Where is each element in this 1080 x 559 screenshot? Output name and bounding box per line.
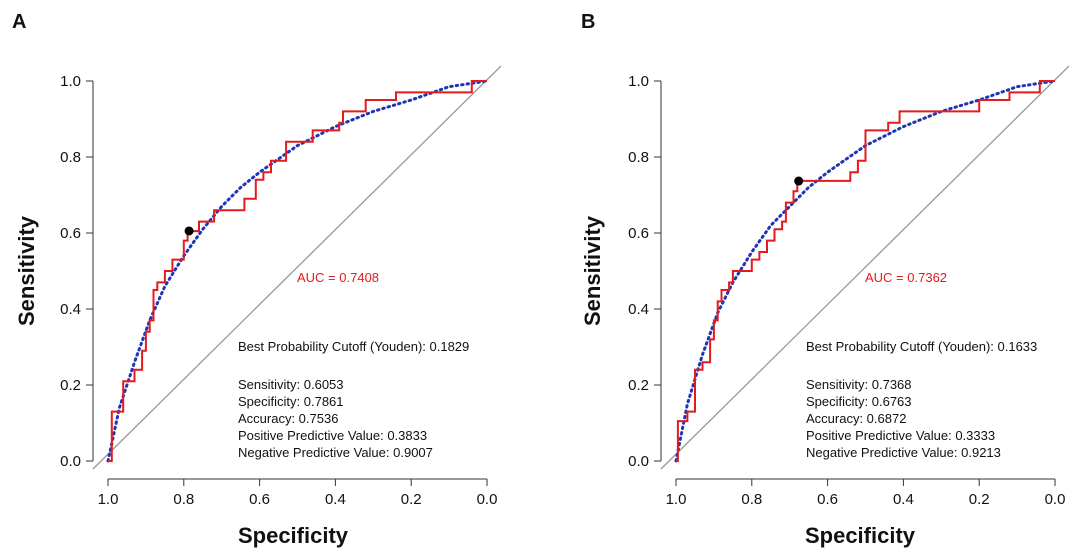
y-tick-label: 0.6 xyxy=(60,225,81,242)
y-tick-label: 0.4 xyxy=(628,301,649,318)
panel-letter: A xyxy=(12,11,26,33)
x-axis-title: Specificity xyxy=(805,523,916,548)
x-tick-label: 1.0 xyxy=(98,491,119,508)
metrics-block: Sensitivity: 0.7368 Specificity: 0.6763 … xyxy=(806,377,1001,460)
x-tick-label: 0.0 xyxy=(477,491,498,508)
x-tick-label: 0.2 xyxy=(401,491,422,508)
x-tick-label: 0.6 xyxy=(249,491,270,508)
y-axis-title: Sensitivity xyxy=(14,215,39,326)
y-tick-label: 0.8 xyxy=(628,149,649,166)
y-tick-label: 1.0 xyxy=(628,73,649,90)
y-tick-label: 0.2 xyxy=(60,377,81,394)
cutoff-label: Best Probability Cutoff (Youden): 0.1829 xyxy=(238,339,469,354)
metric-ppv: Positive Predictive Value: 0.3833 xyxy=(238,428,427,443)
y-axis-ticks: 0.0 0.2 0.4 0.6 0.8 1.0 xyxy=(60,73,93,470)
panel-a: A 1.0 0.8 0.6 0.4 0.2 0.0 0.00.20.40.60.81.0 … xyxy=(12,11,502,548)
auc-label: AUC = 0.7362 xyxy=(865,270,947,285)
metrics-block: Sensitivity: 0.6053 Specificity: 0.7861 … xyxy=(238,377,433,460)
roc-curve xyxy=(108,80,487,462)
y-tick-label: 0.0 xyxy=(628,453,649,470)
metric-ppv: Positive Predictive Value: 0.3333 xyxy=(806,428,995,443)
y-tick-label: 0.6 xyxy=(628,225,649,242)
diagonal-reference-line xyxy=(660,65,1070,470)
x-tick-label: 0.8 xyxy=(173,491,194,508)
metric-sensitivity: Sensitivity: 0.6053 xyxy=(238,377,344,392)
metric-specificity: Specificity: 0.7861 xyxy=(238,394,344,409)
smoothed-roc-curve xyxy=(674,79,1057,463)
auc-label: AUC = 0.7408 xyxy=(297,270,379,285)
x-axis-ticks: 1.0 0.8 0.6 0.4 0.2 0.0 xyxy=(666,479,1066,508)
panel-b: B 1.0 0.8 0.6 0.4 0.2 0.0 0.00.20.40.60.81.0 … xyxy=(580,11,1070,548)
y-tick-label: 0.2 xyxy=(628,377,649,394)
roc-curve xyxy=(676,80,1055,462)
x-axis-ticks: 1.0 0.8 0.6 0.4 0.2 0.0 xyxy=(98,479,498,508)
best-cutoff-point xyxy=(794,176,804,186)
y-axis-title: Sensitivity xyxy=(580,215,605,326)
smoothed-roc-curve xyxy=(106,79,489,463)
panel-letter: B xyxy=(581,11,595,33)
metric-accuracy: Accuracy: 0.6872 xyxy=(806,411,906,426)
x-tick-label: 0.4 xyxy=(893,491,914,508)
x-tick-label: 0.0 xyxy=(1045,491,1066,508)
x-tick-label: 0.6 xyxy=(817,491,838,508)
metric-npv: Negative Predictive Value: 0.9213 xyxy=(806,445,1001,460)
metric-npv: Negative Predictive Value: 0.9007 xyxy=(238,445,433,460)
y-tick-label: 0.0 xyxy=(60,453,81,470)
best-cutoff-point xyxy=(184,226,194,236)
x-tick-label: 0.2 xyxy=(969,491,990,508)
y-axis-ticks: 0.0 0.2 0.4 0.6 0.8 1.0 xyxy=(628,73,661,470)
metric-sensitivity: Sensitivity: 0.7368 xyxy=(806,377,912,392)
metric-accuracy: Accuracy: 0.7536 xyxy=(238,411,338,426)
diagonal-reference-line xyxy=(92,65,502,470)
y-tick-label: 1.0 xyxy=(60,73,81,90)
x-tick-label: 0.4 xyxy=(325,491,346,508)
y-tick-label: 0.4 xyxy=(60,301,81,318)
cutoff-label: Best Probability Cutoff (Youden): 0.1633 xyxy=(806,339,1037,354)
y-tick-label: 0.8 xyxy=(60,149,81,166)
x-tick-label: 1.0 xyxy=(666,491,687,508)
x-axis-title: Specificity xyxy=(238,523,349,548)
x-tick-label: 0.8 xyxy=(741,491,762,508)
metric-specificity: Specificity: 0.6763 xyxy=(806,394,912,409)
